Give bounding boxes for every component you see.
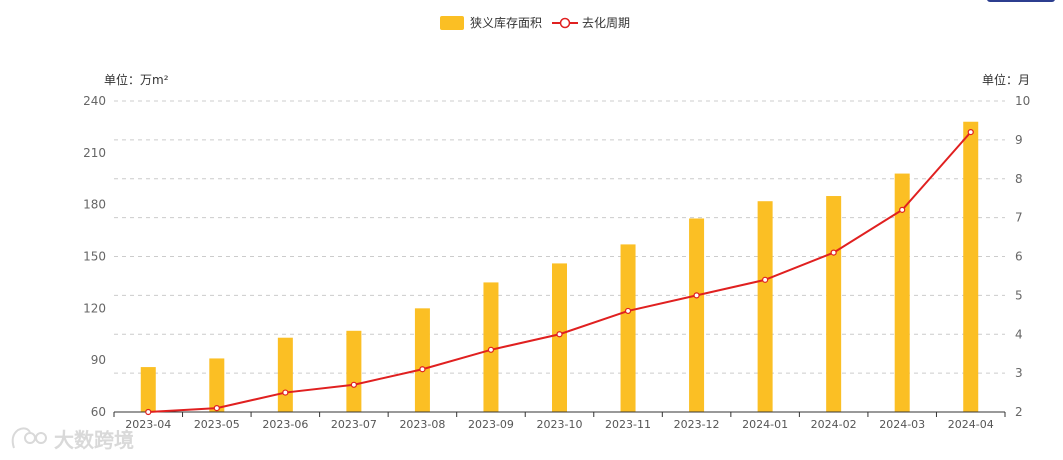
bar-2023-12[interactable]	[689, 218, 705, 412]
left-axis-tick-label: 150	[83, 250, 106, 264]
bar-2023-08[interactable]	[414, 308, 430, 412]
bar-series[interactable]	[140, 121, 979, 412]
bar-2024-01[interactable]	[757, 201, 773, 412]
legend-label-inventory[interactable]: 狭义库存面积	[470, 15, 542, 30]
line-series[interactable]	[145, 129, 974, 416]
corner-tab	[987, 0, 1055, 2]
right-axis-tick-label: 5	[1015, 288, 1023, 302]
left-axis-tick-label: 210	[83, 146, 106, 160]
watermark-logo-icon	[11, 427, 47, 449]
bar-2024-02[interactable]	[826, 196, 842, 412]
right-axis-tick-label: 10	[1015, 94, 1030, 108]
right-axis-tick-label: 2	[1015, 405, 1023, 419]
x-axis-tick-label: 2023-06	[262, 418, 308, 431]
bar-2023-10[interactable]	[552, 263, 567, 412]
line-point-2023-11[interactable]	[624, 307, 632, 315]
line-point-2023-10[interactable]	[556, 331, 563, 338]
right-axis-tick-label: 3	[1015, 366, 1023, 380]
bar-2023-05[interactable]	[209, 358, 225, 412]
right-axis-tick-label: 6	[1015, 250, 1023, 264]
x-axis-tick-label: 2023-08	[399, 418, 445, 431]
line-point-2023-04[interactable]	[145, 408, 152, 416]
left-axis-tick-label: 60	[91, 405, 106, 419]
x-axis-tick-label: 2024-01	[742, 418, 788, 431]
line-point-2024-03[interactable]	[899, 206, 906, 213]
legend-bar-swatch[interactable]	[440, 16, 464, 30]
x-axis-tick-label: 2023-07	[331, 418, 377, 431]
x-axis-tick-label: 2023-10	[537, 418, 583, 431]
right-axis-tick-label: 8	[1015, 172, 1023, 186]
x-axis-tick-label: 2023-11	[605, 418, 651, 431]
line-point-2024-04[interactable]	[967, 129, 974, 136]
x-axis-tick-label: 2024-02	[811, 418, 857, 431]
x-axis-tick-label: 2023-05	[194, 418, 240, 431]
legend-line-dot-icon	[559, 17, 571, 29]
bar-2024-03[interactable]	[894, 173, 910, 412]
legend-label-destock-cycle[interactable]: 去化周期	[582, 16, 630, 30]
line-point-2023-07[interactable]	[350, 381, 357, 388]
line-point-2023-09[interactable]	[487, 346, 495, 353]
line-point-2023-12[interactable]	[693, 292, 700, 299]
right-axis-tick-label: 7	[1015, 211, 1023, 225]
left-axis-ticks: 60 90 120 150 180 210 240	[83, 94, 106, 419]
bar-2024-04[interactable]	[963, 121, 979, 412]
bar-2023-04[interactable]	[140, 367, 156, 412]
left-axis-tick-label: 240	[83, 94, 106, 108]
right-axis-tick-label: 9	[1015, 133, 1023, 147]
x-axis-ticks: 2023-04 2023-05 2023-06 2023-07 2023-08 2023-…	[113, 412, 1006, 431]
bar-2023-06[interactable]	[277, 337, 293, 412]
x-axis-tick-label: 2023-09	[468, 418, 514, 431]
left-axis-tick-label: 120	[83, 301, 106, 315]
line-point-2023-08[interactable]	[419, 366, 426, 373]
legend[interactable]: 狭义库存面积 去化周期	[440, 15, 630, 30]
x-axis-tick-label: 2024-03	[879, 418, 925, 431]
watermark: 大数跨境	[11, 427, 134, 452]
line-point-2023-05[interactable]	[213, 405, 220, 412]
watermark-text: 大数跨境	[54, 428, 134, 452]
x-axis-tick-label: 2023-04	[125, 418, 171, 431]
line-point-2024-02[interactable]	[830, 249, 837, 256]
line-point-2024-01[interactable]	[762, 276, 769, 283]
right-axis-ticks: 2 3 4 5 6 7 8 9 10	[1015, 94, 1030, 419]
bar-2023-07[interactable]	[346, 330, 362, 412]
left-axis-tick-label: 180	[83, 198, 106, 212]
x-axis-tick-label: 2024-04	[948, 418, 994, 431]
line-point-2023-06[interactable]	[282, 389, 289, 396]
left-axis-tick-label: 90	[91, 353, 106, 367]
right-axis-unit: 单位：月	[982, 72, 1030, 87]
right-axis-tick-label: 4	[1015, 327, 1023, 341]
left-axis-unit: 单位：万m²	[104, 72, 169, 87]
bar-2023-11[interactable]	[620, 244, 636, 412]
x-axis-tick-label: 2023-12	[674, 418, 720, 431]
